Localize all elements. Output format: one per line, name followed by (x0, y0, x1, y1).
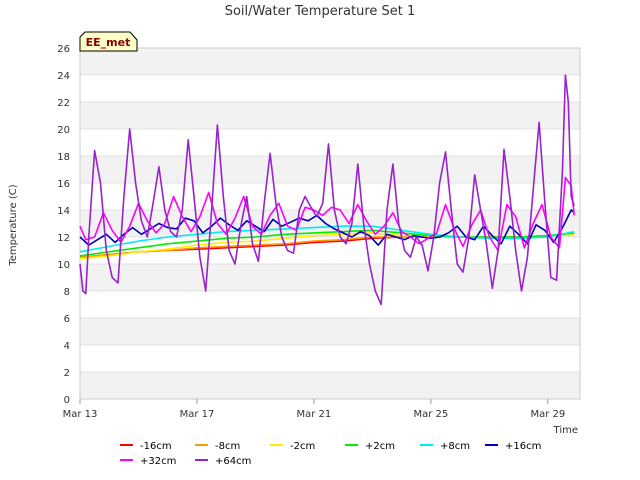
grid-band (80, 264, 580, 291)
y-tick-label: 18 (57, 152, 70, 163)
legend-item: +32cm (120, 456, 176, 467)
legend-item: +8cm (420, 441, 470, 452)
y-tick-label: 6 (64, 314, 70, 325)
badge-box (79, 31, 138, 52)
legend-item: -8cm (195, 441, 240, 452)
legend-item: +2cm (345, 441, 395, 452)
legend-label: +2cm (365, 441, 395, 452)
grid-band (80, 318, 580, 345)
series-line-32cm (79, 176, 575, 252)
grid-band (80, 102, 580, 129)
plot-background-bands (80, 48, 580, 399)
x-tick-label: Mar 21 (297, 409, 332, 420)
y-tick-label: 2 (64, 368, 70, 379)
legend: -16cm -8cm -2cm +2cm +8cm +16cm +32cm +64cm (120, 441, 541, 467)
series-lines (79, 74, 575, 306)
legend-label: +64cm (215, 456, 251, 467)
legend-label: +8cm (440, 441, 470, 452)
x-tick-label: Mar 17 (180, 409, 215, 420)
legend-label: -2cm (290, 441, 315, 452)
y-tick-label: 26 (57, 44, 70, 55)
x-axis-label: Time (553, 425, 578, 436)
chart-title: Soil/Water Temperature Set 1 (225, 4, 416, 19)
y-tick-label: 4 (64, 341, 70, 352)
y-axis-label: Temperature (C) (8, 184, 19, 266)
legend-label: +16cm (505, 441, 541, 452)
y-tick-label: 20 (57, 125, 70, 136)
y-tick-label: 0 (64, 395, 70, 406)
y-tick-label: 22 (57, 98, 70, 109)
badge: EE_met (79, 31, 138, 52)
x-tick-label: Mar 13 (63, 409, 98, 420)
legend-label: -8cm (215, 441, 240, 452)
legend-item: -2cm (270, 441, 315, 452)
x-tick-label: Mar 29 (530, 409, 565, 420)
y-tick-label: 14 (57, 206, 70, 217)
y-tick-label: 10 (57, 260, 70, 271)
legend-item: +64cm (195, 456, 251, 467)
grid-band (80, 372, 580, 399)
series-line-64cm (79, 74, 575, 306)
badge-label: EE_met (86, 36, 131, 49)
y-tick-label: 24 (57, 71, 70, 82)
y-tick-label: 8 (64, 287, 70, 298)
legend-item: -16cm (120, 441, 172, 452)
x-tick-label: Mar 25 (413, 409, 448, 420)
grid-band (80, 48, 580, 75)
legend-item: +16cm (485, 441, 541, 452)
x-axis-tick-labels: Mar 13 Mar 17 Mar 21 Mar 25 Mar 29 (63, 399, 565, 420)
legend-label: +32cm (140, 456, 176, 467)
legend-label: -16cm (140, 441, 172, 452)
y-tick-label: 16 (57, 179, 70, 190)
y-tick-label: 12 (57, 233, 70, 244)
plot-area (79, 47, 581, 400)
